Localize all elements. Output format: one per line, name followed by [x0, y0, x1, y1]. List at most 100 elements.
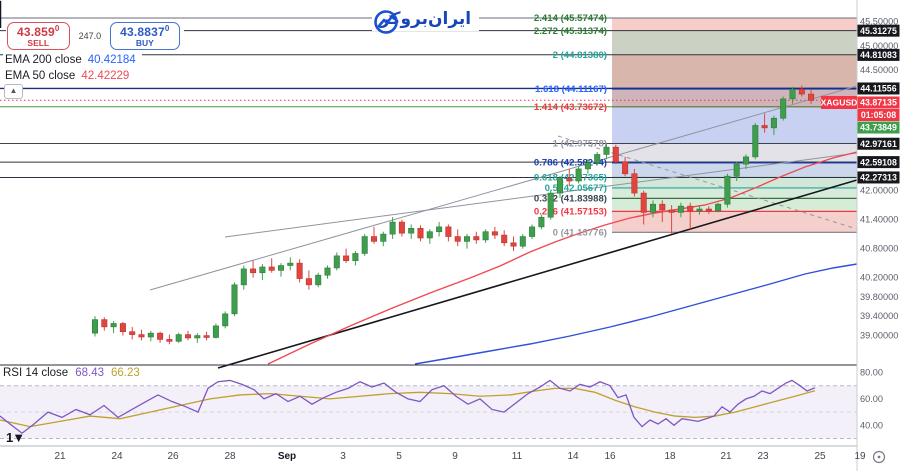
candle-body	[185, 334, 192, 339]
fib-zone-band	[612, 211, 857, 233]
price-axis-tick: 40.80000	[860, 244, 898, 254]
candle-body	[175, 334, 182, 342]
rsi-legend[interactable]: RSI 14 close 68.43 66.23	[3, 367, 140, 379]
candle-body	[566, 178, 573, 182]
candle-body	[491, 231, 498, 236]
candle-body	[343, 255, 350, 261]
candle-body	[277, 265, 284, 271]
candle-body	[473, 236, 480, 241]
price-axis-tick: XAGUSD	[821, 98, 858, 108]
scroll-to-realtime-icon-dot[interactable]	[877, 455, 881, 459]
candle-body	[612, 146, 619, 162]
ema200-legend[interactable]: EMA 200 close 40.42184	[3, 54, 142, 67]
price-axis-bg	[857, 0, 900, 471]
ema200-line	[414, 263, 858, 365]
fib-level-label: 2.272 (45.31374)	[534, 26, 607, 37]
candle-body	[808, 93, 815, 101]
price-axis-tick: 23	[757, 451, 769, 462]
time-axis[interactable]	[0, 446, 857, 471]
trendline[interactable]	[217, 179, 858, 369]
candle-body	[157, 332, 164, 340]
candle-body	[250, 268, 257, 274]
candle-body	[742, 156, 749, 165]
price-axis-tick: 25	[814, 451, 826, 462]
candle-body	[724, 175, 731, 205]
collapse-legend-button[interactable]: ▲	[4, 84, 23, 99]
fib-level-label: 0.236 (41.57153)	[534, 207, 607, 218]
candle-body	[454, 236, 461, 242]
price-axis-tick: 5	[396, 451, 402, 462]
rsi-line	[0, 379, 816, 435]
price-badge	[857, 96, 900, 109]
ema200-label: EMA 200 close	[5, 54, 82, 66]
candle-body	[789, 88, 796, 100]
scroll-to-realtime-icon[interactable]	[872, 450, 886, 464]
price-axis-tick: 19	[854, 451, 866, 462]
ema50-legend[interactable]: EMA 50 close 42.42229	[3, 70, 136, 83]
rsi-smooth-line	[0, 387, 816, 428]
sell-price-pip: 0	[54, 24, 60, 33]
candle-body	[519, 236, 526, 247]
candle-body	[687, 205, 694, 212]
broker-logo-icon	[374, 10, 398, 34]
ema50-line	[267, 151, 858, 365]
price-axis-tick: 39.80000	[860, 292, 898, 302]
price-axis-tick: 43.73849	[860, 123, 897, 133]
candle-body	[138, 334, 145, 338]
price-axis-tick: 45.00000	[860, 41, 898, 51]
candle-body	[547, 192, 554, 218]
price-axis[interactable]	[857, 0, 900, 446]
trendline[interactable]	[224, 152, 858, 238]
candle-body	[584, 162, 591, 170]
candle-body	[324, 267, 331, 276]
tradingview-logo[interactable]: 1▼	[6, 430, 25, 445]
candle-body	[556, 178, 563, 194]
candle-body	[268, 266, 275, 271]
fib-level-label: 0.382 (41.83988)	[534, 194, 607, 205]
candle-body	[296, 262, 303, 279]
candle-body	[352, 253, 359, 261]
buy-price: 43.8837	[120, 25, 165, 39]
candle-body	[370, 236, 377, 242]
candle-body	[203, 335, 210, 338]
price-axis-tick: 18	[664, 451, 676, 462]
candle-body	[501, 234, 508, 244]
candle-body	[622, 161, 629, 175]
price-axis-tick: 44.11556	[860, 84, 896, 94]
sell-price: 43.859	[17, 25, 55, 39]
price-axis-tick: 45.50000	[860, 17, 898, 27]
price-axis-tick: 42.27313	[860, 173, 897, 183]
rsi-label: RSI 14 close	[3, 367, 69, 379]
candle-body	[529, 226, 536, 237]
fib-zone-band	[612, 187, 857, 199]
candle-body	[640, 192, 647, 213]
candle-body	[380, 233, 387, 242]
price-axis-tick: 44.50000	[860, 65, 898, 75]
broker-logo: ایران‌بروکر	[372, 7, 480, 34]
ema50-label: EMA 50 close	[5, 70, 76, 82]
price-axis-tick: 42.97161	[860, 139, 897, 149]
candle-body	[677, 205, 684, 213]
buy-button[interactable]: 43.88370 BUY	[110, 22, 180, 50]
fib-level-label: 0.786 (42.58244)	[534, 158, 607, 169]
sell-label: SELL	[27, 37, 50, 48]
fib-level-label: 0.618 (42.27365)	[534, 173, 607, 184]
price-axis-tick: 11	[512, 451, 523, 462]
price-axis-tick: 39.00000	[860, 331, 898, 341]
candle-body	[398, 221, 405, 234]
candle-body	[575, 168, 582, 182]
sell-button[interactable]: 43.8590 SELL	[7, 22, 70, 50]
price-axis-tick: 21	[720, 451, 732, 462]
price-axis-tick: 44.81083	[860, 50, 897, 60]
fib-zone-band	[612, 106, 857, 144]
candle-body	[92, 319, 99, 334]
candle-body	[408, 228, 415, 234]
price-axis-tick: Sep	[278, 451, 296, 462]
candle-body	[305, 278, 312, 286]
candle-body	[240, 268, 247, 286]
candle-body	[119, 323, 126, 332]
price-axis-tick: 01:05:08	[861, 110, 896, 120]
fib-zone-band	[612, 177, 857, 188]
trendline[interactable]	[149, 85, 858, 291]
